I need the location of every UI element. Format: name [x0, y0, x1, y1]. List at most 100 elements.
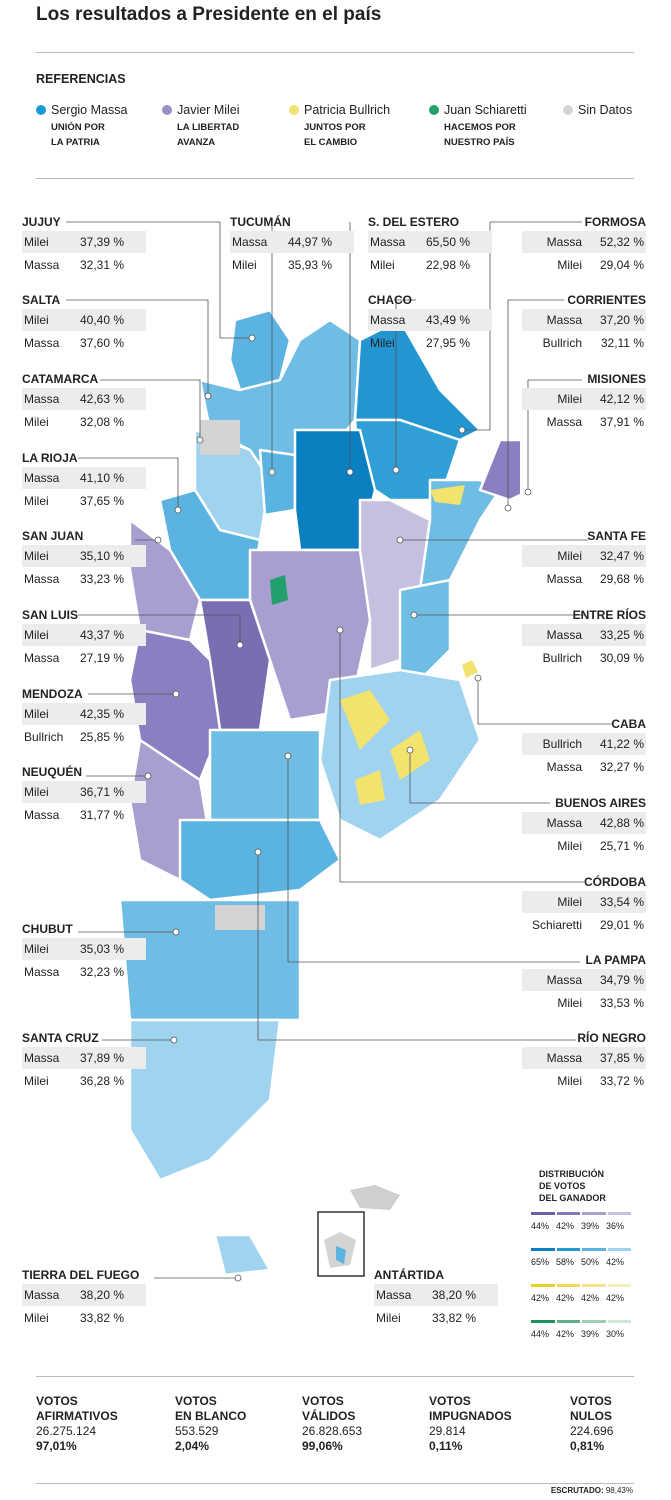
distribution-scale: 65% 58% 50% 42%: [531, 1248, 631, 1267]
result-row: Massa 65,50 %: [368, 231, 492, 253]
candidate: Milei: [370, 258, 395, 272]
result-row: Milei 32,47 %: [522, 545, 646, 567]
scale-label: 58%: [556, 1257, 575, 1267]
percentage: 33,23 %: [80, 572, 125, 586]
result-row: Milei 40,40 %: [22, 309, 146, 331]
scale-label: 44%: [531, 1329, 550, 1339]
stat-block: VOTOS VÁLIDOS 26.828.653 99,06%: [302, 1394, 362, 1454]
scale-swatch: [607, 1320, 631, 1323]
province-chubut: CHUBUT Milei 35,03 % Massa 32,23 %: [22, 921, 146, 983]
stat-label: VOTOS VÁLIDOS: [302, 1394, 356, 1423]
scale-label: 42%: [556, 1293, 575, 1303]
province-name: S. DEL ESTERO: [368, 215, 460, 229]
candidate: Milei: [557, 996, 582, 1010]
legend-swatch: [289, 105, 299, 115]
candidate: Milei: [557, 258, 582, 272]
province-entre-ríos: ENTRE RÍOS Massa 33,25 % Bullrich 30,09 %: [522, 607, 646, 669]
result-row: Milei 36,28 %: [22, 1070, 146, 1092]
scale-swatch: [582, 1284, 606, 1287]
percentage: 52,32 %: [599, 235, 644, 249]
scale-label: 42%: [531, 1293, 550, 1303]
result-row: Massa 33,23 %: [22, 568, 146, 590]
candidate: Massa: [546, 760, 582, 774]
percentage: 41,10 %: [80, 471, 125, 485]
result-row: Milei 25,71 %: [522, 835, 646, 857]
divider: [36, 178, 634, 179]
result-row: Bullrich 30,09 %: [522, 647, 646, 669]
percentage: 32,11 %: [600, 336, 644, 350]
province-neuquén: NEUQUÉN Milei 36,71 % Massa 31,77 %: [22, 764, 146, 826]
legend-swatch: [563, 105, 573, 115]
percentage: 44,97 %: [288, 235, 333, 249]
province-antártida: ANTÁRTIDA Massa 38,20 % Milei 33,82 %: [374, 1267, 498, 1329]
candidate: Massa: [546, 313, 582, 327]
candidate: Milei: [557, 839, 582, 853]
result-row: Milei 35,03 %: [22, 938, 146, 960]
stat-block: VOTOS EN BLANCO 553.529 2,04%: [175, 1394, 246, 1454]
province-name: LA RIOJA: [22, 451, 78, 465]
candidate: Massa: [546, 572, 582, 586]
scale-swatch: [607, 1212, 631, 1215]
province-name: BUENOS AIRES: [555, 796, 646, 810]
region-bullrich: [430, 485, 465, 505]
candidate: Milei: [557, 549, 582, 563]
legend-party: UNIÓN POR LA PATRIA: [51, 122, 105, 148]
stat-value: 29.814: [429, 1424, 466, 1438]
candidate: Milei: [557, 895, 582, 909]
result-row: Schiaretti 29,01 %: [522, 914, 646, 936]
result-row: Milei 29,04 %: [522, 254, 646, 276]
result-row: Milei 22,98 %: [368, 254, 492, 276]
scale-swatch: [582, 1212, 606, 1215]
result-row: Milei 37,39 %: [22, 231, 146, 253]
result-row: Massa 52,32 %: [522, 231, 646, 253]
result-row: Massa 42,88 %: [522, 812, 646, 834]
percentage: 36,28 %: [80, 1074, 125, 1088]
stat-label: VOTOS NULOS: [570, 1394, 612, 1423]
province-name: CÓRDOBA: [584, 875, 646, 889]
candidate: Milei: [557, 392, 582, 406]
candidate: Massa: [546, 973, 582, 987]
legend-party: LA LIBERTAD AVANZA: [177, 122, 240, 148]
scale-labels: 44% 42% 39% 30%: [531, 1329, 631, 1339]
candidate: Massa: [24, 1288, 60, 1302]
distribution-title: DISTRIBUCIÓN DE VOTOS DEL GANADOR: [539, 1169, 606, 1203]
percentage: 32,27 %: [599, 760, 644, 774]
candidate: Milei: [232, 258, 257, 272]
result-row: Massa 32,31 %: [22, 254, 146, 276]
result-row: Massa 37,85 %: [522, 1047, 646, 1069]
candidate: Milei: [24, 415, 49, 429]
legend-item: Juan Schiaretti HACEMOS POR NUESTRO PAÍS: [429, 103, 527, 150]
result-row: Milei 33,54 %: [522, 891, 646, 913]
candidate: Milei: [24, 494, 49, 508]
region-caba: [462, 660, 478, 678]
candidate: Milei: [24, 942, 49, 956]
percentage: 35,93 %: [288, 258, 333, 272]
scale-label: 42%: [556, 1221, 575, 1231]
legend-item: Patricia Bullrich JUNTOS POR EL CAMBIO: [289, 103, 390, 150]
result-row: Milei 42,12 %: [522, 388, 646, 410]
percentage: 36,71 %: [80, 785, 125, 799]
province-río-negro: RÍO NEGRO Massa 37,85 % Milei 33,72 %: [522, 1030, 646, 1092]
page-title: Los resultados a Presidente en el país: [36, 4, 382, 25]
percentage: 38,20 %: [80, 1288, 125, 1302]
province-mendoza: MENDOZA Milei 42,35 % Bullrich 25,85 %: [22, 686, 146, 748]
percentage: 37,91 %: [599, 415, 644, 429]
region-sin-datos: [215, 905, 265, 930]
scale-swatch: [607, 1284, 631, 1287]
stat-value: 553.529: [175, 1424, 219, 1438]
percentage: 33,72 %: [599, 1074, 644, 1088]
stat-value: 224.696: [570, 1424, 614, 1438]
distribution-scale: 44% 42% 39% 30%: [531, 1320, 631, 1339]
distribution-scale: 42% 42% 42% 42%: [531, 1284, 631, 1303]
result-row: Bullrich 32,11 %: [522, 332, 646, 354]
province-salta: SALTA Milei 40,40 % Massa 37,60 %: [22, 292, 146, 354]
province-name: RÍO NEGRO: [577, 1031, 646, 1045]
divider: [36, 52, 634, 53]
percentage: 43,37 %: [80, 628, 125, 642]
percentage: 29,01 %: [599, 918, 644, 932]
scale-label: 50%: [581, 1257, 600, 1267]
province-formosa: FORMOSA Massa 52,32 % Milei 29,04 %: [522, 214, 646, 276]
legend-swatch: [36, 105, 46, 115]
percentage: 32,23 %: [80, 965, 125, 979]
result-row: Milei 33,72 %: [522, 1070, 646, 1092]
